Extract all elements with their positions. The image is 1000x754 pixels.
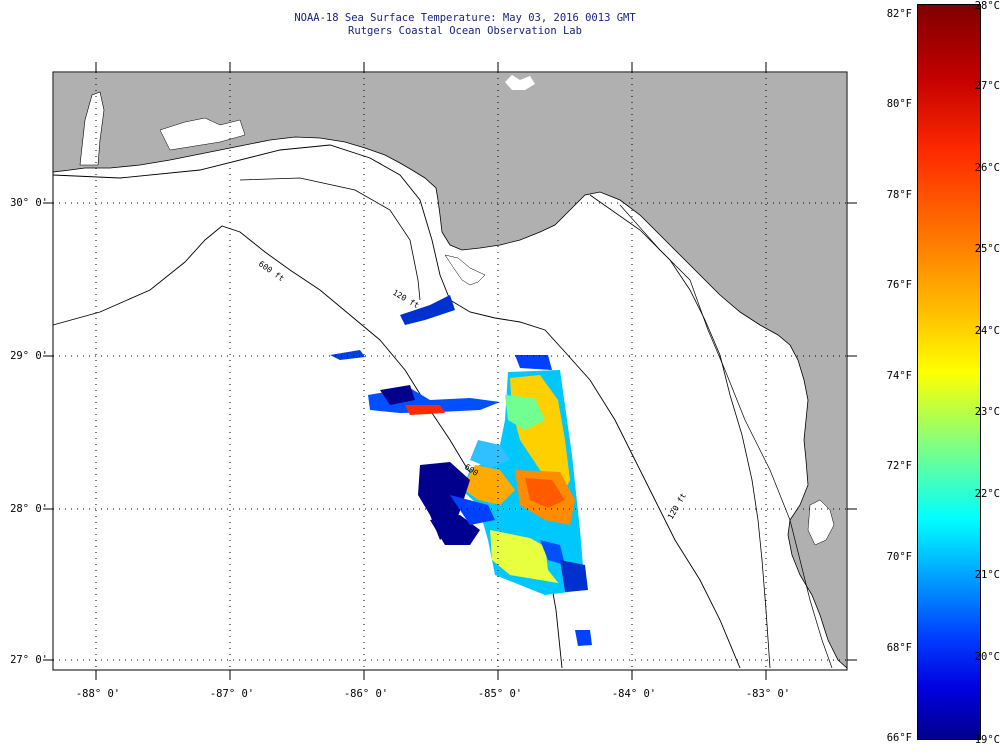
cb-f-66: 66°F: [886, 732, 912, 744]
apalachicola-bay: [444, 254, 486, 286]
lat-label-30: 30° 0': [10, 197, 48, 209]
lat-label-27: 27° 0': [10, 654, 48, 666]
bay-waters: [159, 117, 246, 151]
tick-marks: [43, 62, 857, 680]
cb-f-78: 78°F: [886, 189, 912, 201]
cb-c-21: 21°C: [974, 569, 1000, 581]
land-mass: [52, 71, 848, 669]
cb-f-70: 70°F: [886, 551, 912, 563]
graticule: [53, 72, 847, 670]
lon-label-86: -86° 0': [343, 688, 389, 700]
cb-f-72: 72°F: [886, 460, 912, 472]
contour-east-2: [619, 204, 833, 669]
cb-f-68: 68°F: [886, 642, 912, 654]
cb-c-19: 19°C: [974, 734, 1000, 746]
cb-c-26: 26°C: [974, 162, 1000, 174]
contour-outer: [239, 177, 421, 301]
lat-label-28: 28° 0': [10, 503, 48, 515]
cb-f-82: 82°F: [886, 8, 912, 20]
sst-swath: [330, 295, 592, 646]
cb-c-24: 24°C: [974, 325, 1000, 337]
lake-okeechobee: [505, 75, 535, 90]
temperature-colorbar: [917, 4, 981, 740]
cb-f-76: 76°F: [886, 279, 912, 291]
tampa-bay: [807, 499, 835, 546]
cb-f-74: 74°F: [886, 370, 912, 382]
cb-c-20: 20°C: [974, 651, 1000, 663]
cb-c-23: 23°C: [974, 406, 1000, 418]
mobile-bay: [79, 91, 105, 166]
lon-label-83: -83° 0': [745, 688, 791, 700]
lon-label-85: -85° 0': [477, 688, 523, 700]
lat-label-29: 29° 0': [10, 350, 48, 362]
cb-c-25: 25°C: [974, 243, 1000, 255]
map-title: NOAA-18 Sea Surface Temperature: May 03,…: [294, 12, 636, 24]
contour-120ft: [52, 144, 741, 669]
lon-label-84: -84° 0': [611, 688, 657, 700]
cb-c-27: 27°C: [974, 80, 1000, 92]
map-subtitle: Rutgers Coastal Ocean Observation Lab: [348, 25, 582, 37]
lon-label-87: -87° 0': [209, 688, 255, 700]
cb-f-80: 80°F: [886, 98, 912, 110]
lon-label-88: -88° 0': [75, 688, 121, 700]
cb-c-28: 28°C: [974, 0, 1000, 12]
cb-c-22: 22°C: [974, 488, 1000, 500]
